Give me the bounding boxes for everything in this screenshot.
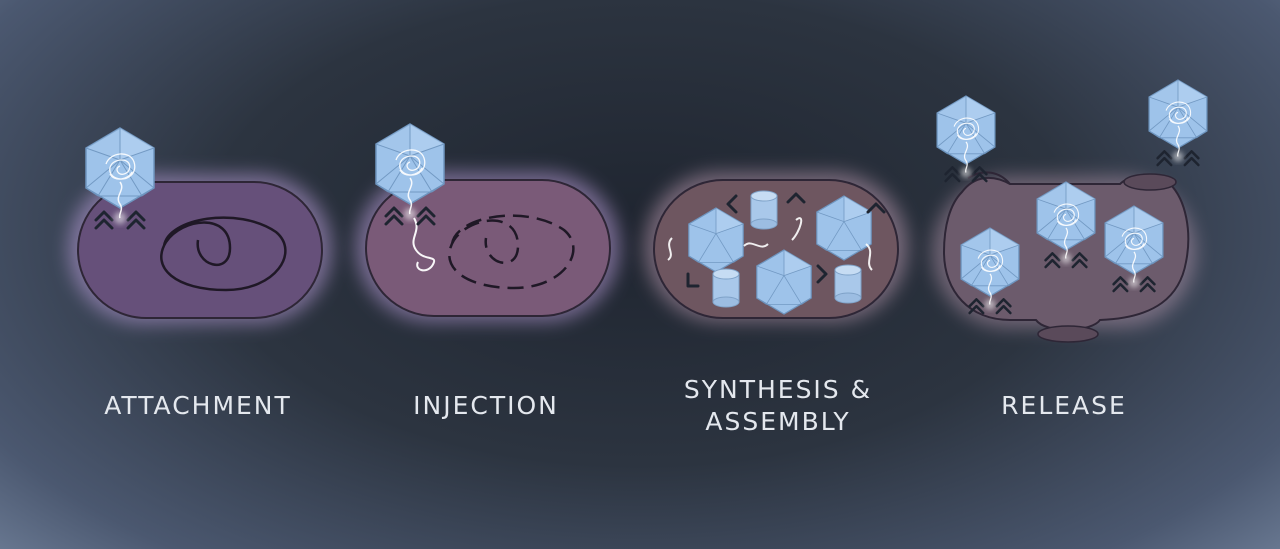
tail-protein-icon: [712, 268, 740, 308]
membrane-rupture: [1037, 325, 1099, 343]
bacteriophage-icon: [1149, 80, 1207, 165]
bacterial-cell: [365, 179, 611, 317]
stage-injection-illustration: [356, 124, 620, 322]
stage-release-illustration: [932, 80, 1207, 343]
tail-protein-icon: [750, 190, 778, 230]
viral-dna-strand: [412, 217, 435, 272]
viral-dna-fragments: [667, 217, 873, 271]
label-attachment-line-1: ATTACHMENT: [104, 391, 292, 420]
stage-synthesis-illustration: [644, 172, 908, 322]
bacterial-dna: [160, 216, 287, 292]
label-synthesis-assembly: SYNTHESIS & ASSEMBLY: [648, 374, 908, 438]
label-release-line-1: RELEASE: [1001, 391, 1127, 420]
label-injection-line-1: INJECTION: [413, 391, 559, 420]
label-synthesis-line-1: SYNTHESIS &: [683, 375, 873, 404]
label-synthesis-line-2: ASSEMBLY: [705, 407, 851, 436]
label-injection: INJECTION: [356, 390, 616, 422]
bacterial-dna-degrading: [448, 214, 575, 290]
membrane-rupture: [1123, 173, 1177, 191]
bacteriophage-icon: [937, 96, 995, 181]
tail-protein-icon: [834, 264, 862, 304]
tail-fiber-pieces: [686, 192, 886, 288]
label-attachment: ATTACHMENT: [68, 390, 328, 422]
label-release: RELEASE: [934, 390, 1194, 422]
stage-attachment-illustration: [68, 128, 332, 324]
